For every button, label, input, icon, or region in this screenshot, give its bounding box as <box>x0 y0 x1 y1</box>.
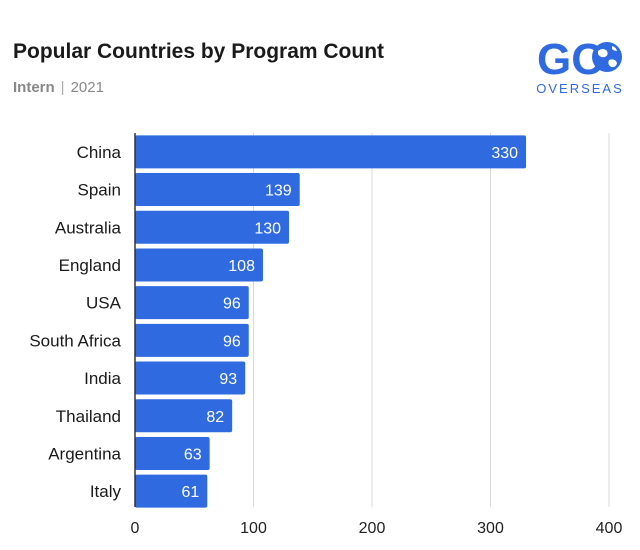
x-tick-label: 0 <box>131 520 140 537</box>
category-label: USA <box>86 294 122 313</box>
bar <box>135 135 527 169</box>
value-label: 139 <box>265 183 292 200</box>
bar <box>135 361 246 395</box>
subtitle-year: 2021 <box>70 79 104 96</box>
bar <box>135 399 233 433</box>
x-tick-label: 200 <box>359 520 386 537</box>
category-label: Italy <box>90 482 122 501</box>
category-label: Australia <box>55 218 122 237</box>
value-label: 61 <box>181 484 199 501</box>
value-label: 93 <box>219 371 237 388</box>
category-label: China <box>77 143 122 162</box>
x-tick-label: 300 <box>477 520 504 537</box>
logo-overseas-text: OVERSEAS <box>536 81 624 96</box>
bar <box>135 248 263 282</box>
bar <box>135 474 208 508</box>
bar <box>135 323 249 357</box>
category-label: Argentina <box>48 444 121 463</box>
value-label: 63 <box>184 446 202 463</box>
value-label: 96 <box>223 296 241 313</box>
x-tick-label: 100 <box>240 520 267 537</box>
bar <box>135 173 300 207</box>
chart-title: Popular Countries by Program Count <box>13 40 385 63</box>
globe-icon <box>592 42 622 72</box>
category-label: Thailand <box>56 407 121 426</box>
bar <box>135 210 290 244</box>
category-label: India <box>84 369 121 388</box>
bar <box>135 286 249 320</box>
go-overseas-logo: GO OVERSEAS <box>536 35 624 96</box>
value-label: 108 <box>228 258 255 275</box>
bar <box>135 436 210 470</box>
chart-subtitle: Intern | 2021 <box>13 79 104 96</box>
value-label: 330 <box>491 145 518 162</box>
category-label: England <box>59 256 121 275</box>
value-label: 82 <box>206 409 224 426</box>
value-label: 130 <box>254 220 281 237</box>
x-tick-label: 400 <box>596 520 623 537</box>
category-label: Spain <box>78 181 121 200</box>
subtitle-category: Intern <box>13 79 55 96</box>
value-label: 96 <box>223 333 241 350</box>
category-label: South Africa <box>29 331 121 350</box>
subtitle-separator: | <box>60 79 65 96</box>
